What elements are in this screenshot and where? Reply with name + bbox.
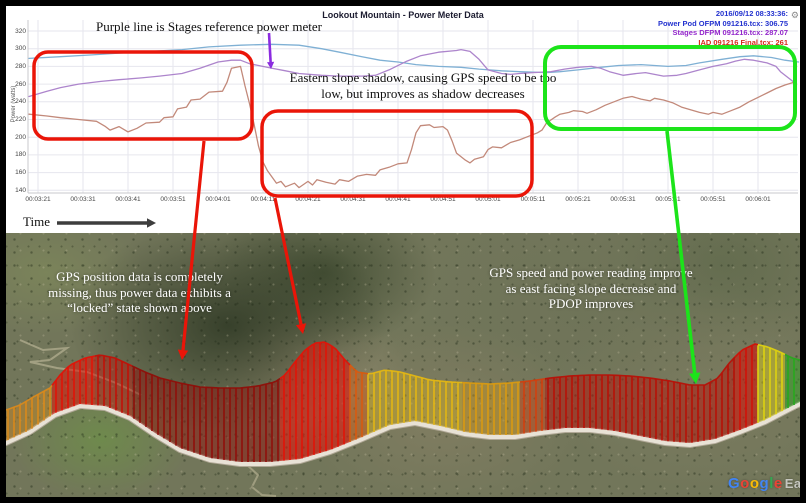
x-tick-label: 00:04:51 xyxy=(430,196,456,203)
x-tick-label: 00:03:51 xyxy=(160,196,186,203)
y-tick-label: 180 xyxy=(15,151,26,159)
track-top-edge xyxy=(94,354,133,367)
logo-letter: l xyxy=(769,475,774,492)
gps-track-overlay xyxy=(6,339,800,497)
x-tick-label: 00:05:31 xyxy=(610,196,636,203)
gear-icon[interactable]: ⚙ xyxy=(790,10,799,20)
purple-line-note: Purple line is Stages reference power me… xyxy=(96,19,322,34)
track-top-edge xyxy=(757,343,786,356)
y-tick-label: 300 xyxy=(15,45,26,53)
y-tick-label: 160 xyxy=(15,169,26,177)
track-top-edge xyxy=(734,343,759,358)
x-tick-label: 00:03:41 xyxy=(115,196,141,203)
y-tick-label: 260 xyxy=(15,80,26,88)
y-tick-label: 220 xyxy=(15,116,26,123)
x-tick-label: 00:03:21 xyxy=(25,196,51,203)
time-axis-label: Time xyxy=(23,214,50,229)
content: Lookout Mountain - Power Meter Data 2016… xyxy=(6,6,800,497)
x-tick-label: 00:06:01 xyxy=(745,196,771,203)
track-ribbon-fill xyxy=(520,378,545,435)
track-top-edge xyxy=(131,365,281,389)
track-top-edge xyxy=(349,364,369,375)
x-tick-label: 00:04:21 xyxy=(295,196,321,203)
dirt-trail xyxy=(19,339,142,396)
gps-improve-note: GPS speed and power reading improve as e… xyxy=(489,265,693,311)
track-top-edge xyxy=(519,377,546,383)
eastern-slope-note: Eastern slope shadow, causing GPS speed … xyxy=(289,70,557,101)
logo-letter: g xyxy=(759,475,770,492)
road-path xyxy=(6,402,800,466)
track-top-edge xyxy=(6,384,53,411)
power-chart-panel: Lookout Mountain - Power Meter Data 2016… xyxy=(6,6,800,233)
x-tick-label: 00:03:31 xyxy=(70,196,96,203)
y-tick-label: 280 xyxy=(15,62,26,70)
x-tick-label: 00:05:21 xyxy=(565,196,591,203)
logo-letter: o xyxy=(740,475,750,492)
track-top-edge xyxy=(461,381,521,385)
track-top-edge xyxy=(544,356,736,386)
x-tick-label: 00:05:01 xyxy=(475,196,501,203)
dirt-trail xyxy=(245,463,277,497)
track-ribbon-fill xyxy=(758,344,785,423)
satellite-map: GPS position data is completely missing,… xyxy=(6,233,800,497)
y-tick-label: 200 xyxy=(15,133,26,141)
x-tick-label: 00:05:11 xyxy=(520,196,546,203)
x-tick-label: 00:05:51 xyxy=(700,196,726,203)
y-tick-label: 140 xyxy=(15,186,26,194)
track-ribbon-fill xyxy=(6,385,52,441)
track-top-edge xyxy=(367,369,463,384)
google-earth-logo: GoogleEarth xyxy=(728,475,800,492)
legend-row-1: Power Pod OFPM 091216.tcx: 306.75 xyxy=(657,18,788,28)
legend-row-0: 2016/09/12 08:33:36: xyxy=(715,9,788,18)
logo-letter: G xyxy=(728,475,741,492)
legend-row-3: IAD 091216 Final.tcx: 261 xyxy=(698,37,788,47)
logo-suffix: Earth xyxy=(784,476,800,491)
gps-missing-note: GPS position data is completely missing,… xyxy=(48,269,231,315)
chart-title: Lookout Mountain - Power Meter Data xyxy=(322,10,484,20)
y-tick-label: 320 xyxy=(15,27,26,35)
y-tick-label: 240 xyxy=(15,98,26,106)
legend-row-2: Stages DFPM 091216.tcx: 287.07 xyxy=(672,28,788,37)
x-tick-label: 00:04:31 xyxy=(340,196,366,203)
chart-legend: 2016/09/12 08:33:36: Power Pod OFPM 09121… xyxy=(658,9,788,47)
track-ribbon-fill xyxy=(545,357,735,443)
x-tick-label: 00:04:01 xyxy=(205,196,231,203)
track-ribbon-fill xyxy=(350,365,368,442)
track-top-edge xyxy=(784,353,800,361)
x-tick-label: 00:05:41 xyxy=(655,196,681,203)
logo-letter: o xyxy=(749,475,760,492)
track-top-edge xyxy=(51,355,96,386)
x-tick-label: 00:04:11 xyxy=(250,196,276,203)
track-top-edge xyxy=(279,341,351,380)
logo-letter: e xyxy=(773,475,783,492)
x-tick-label: 00:04:41 xyxy=(385,196,411,203)
